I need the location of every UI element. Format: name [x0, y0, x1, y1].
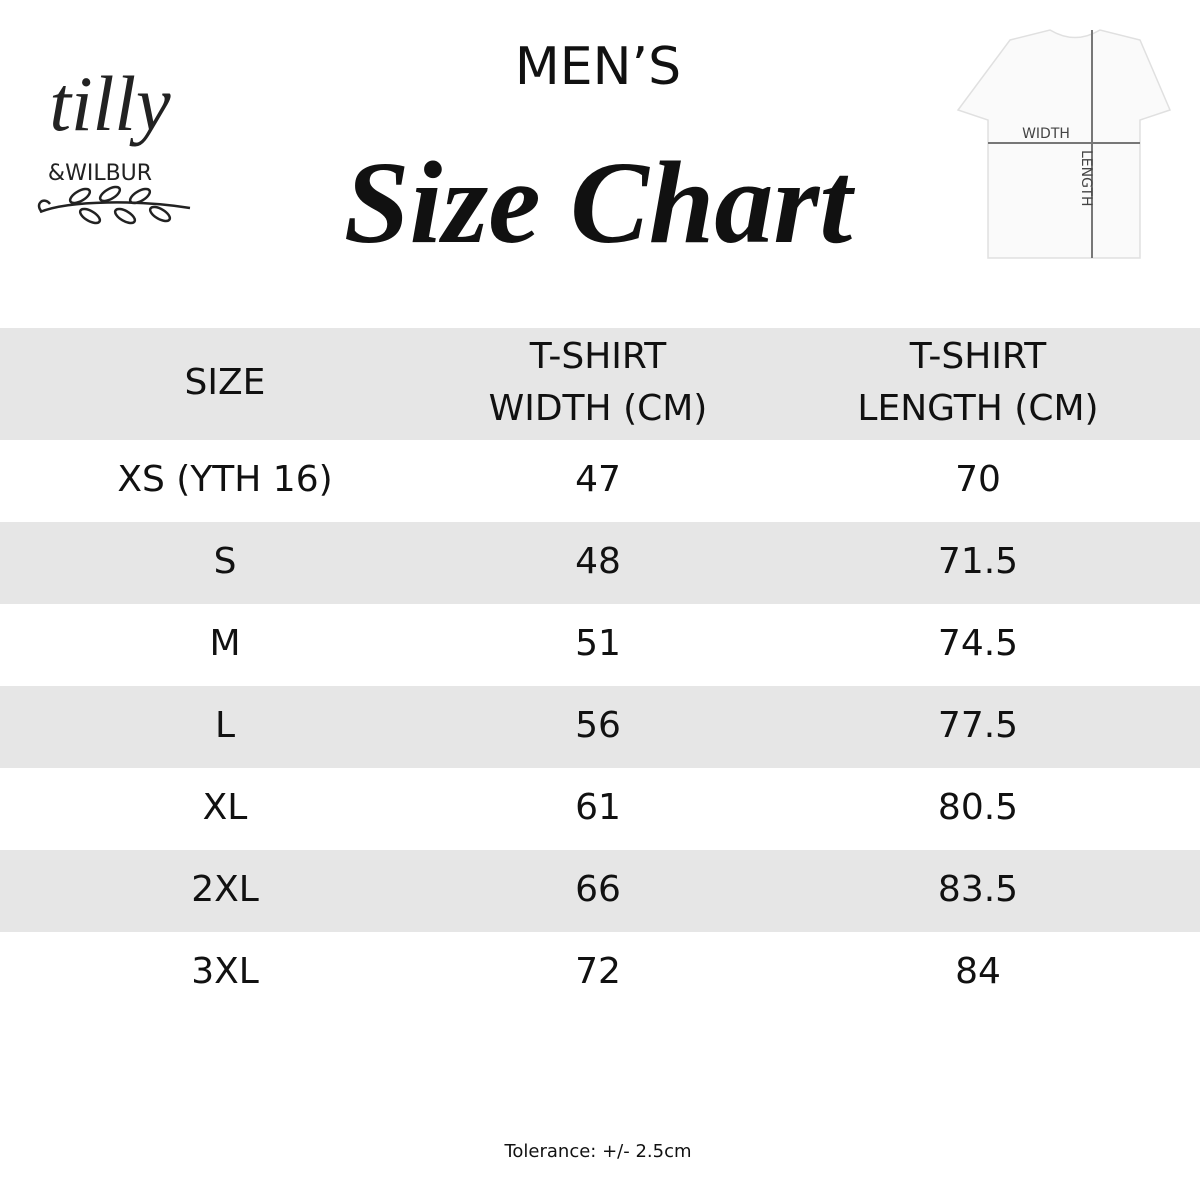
header-band	[0, 328, 1200, 440]
measure-cell: 74.5	[938, 623, 1018, 664]
measure-cell: 48	[575, 541, 621, 582]
width-label: WIDTH	[1022, 126, 1070, 142]
header-kicker: MEN’S	[515, 37, 681, 97]
row-band	[0, 522, 1200, 604]
column-header: LENGTH (CM)	[857, 388, 1098, 429]
tolerance-note: Tolerance: +/- 2.5cm	[503, 1141, 691, 1162]
measure-cell: 66	[575, 869, 621, 910]
column-header: WIDTH (CM)	[489, 388, 708, 429]
header-title: Size Chart	[344, 137, 855, 268]
column-header: SIZE	[185, 362, 266, 403]
measure-cell: 80.5	[938, 787, 1018, 828]
size-table: SIZE T-SHIRT WIDTH (CM) T-SHIRT LENGTH (CM) X…	[0, 328, 1200, 992]
row-band	[0, 686, 1200, 768]
measure-cell: 70	[955, 459, 1001, 500]
column-header: T-SHIRT	[909, 336, 1048, 377]
row-band	[0, 850, 1200, 932]
logo-vine	[37, 185, 191, 225]
size-cell: XS (YTH 16)	[117, 459, 332, 500]
logo-sub: &WILBUR	[48, 161, 152, 186]
size-cell: XL	[203, 787, 248, 828]
measure-cell: 77.5	[938, 705, 1018, 746]
logo-name: tilly	[49, 60, 171, 147]
tshirt-diagram: WIDTH LENGTH	[956, 29, 1172, 259]
length-label: LENGTH	[1078, 150, 1094, 207]
size-cell: M	[209, 623, 240, 664]
size-cell: S	[214, 541, 237, 582]
column-header: T-SHIRT	[529, 336, 668, 377]
measure-cell: 56	[575, 705, 621, 746]
measure-cell: 61	[575, 787, 621, 828]
measure-cell: 72	[575, 951, 621, 992]
size-cell: 2XL	[191, 869, 259, 910]
measure-cell: 83.5	[938, 869, 1018, 910]
measure-cell: 51	[575, 623, 621, 664]
measure-cell: 47	[575, 459, 621, 500]
size-cell: L	[215, 705, 235, 746]
measure-cell: 71.5	[938, 541, 1018, 582]
measure-cell: 84	[955, 951, 1001, 992]
size-cell: 3XL	[191, 951, 259, 992]
